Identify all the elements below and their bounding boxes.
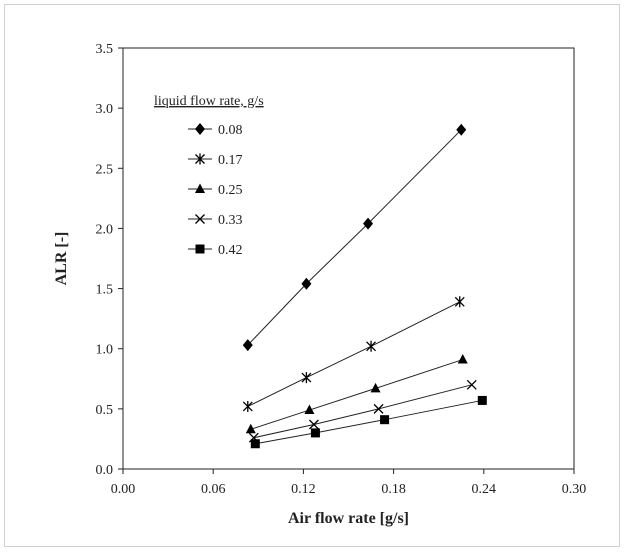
y-tick-label: 2.5 — [96, 162, 114, 177]
chart-frame — [4, 4, 620, 547]
x-tick-label: 0.24 — [472, 482, 497, 497]
data-point-asterisk — [454, 296, 465, 308]
series-line-0-17 — [247, 301, 460, 407]
data-point-cross — [308, 419, 319, 430]
data-point-square — [250, 439, 260, 449]
data-point-cross — [466, 379, 477, 390]
data-point-triangle — [457, 354, 468, 364]
legend-label: 0.17 — [218, 153, 243, 168]
legend-label: 0.33 — [218, 213, 243, 228]
data-point-asterisk — [242, 400, 253, 412]
y-tick-label: 1.0 — [96, 343, 114, 358]
y-axis-title: ALR [-] — [53, 232, 70, 286]
data-point-diamond — [456, 123, 467, 136]
legend-label: 0.42 — [218, 243, 243, 258]
data-point-cross — [373, 403, 384, 414]
legend-marker-asterisk — [195, 153, 205, 165]
legend-marker-triangle — [195, 183, 205, 193]
legend-marker-diamond — [195, 123, 205, 135]
legend-marker-cross — [195, 214, 205, 224]
series-line-0-33 — [253, 384, 472, 439]
data-point-triangle — [304, 404, 315, 415]
legend-title: liquid flow rate, g/s — [154, 94, 264, 109]
data-point-triangle — [245, 423, 256, 434]
x-tick-label: 0.06 — [201, 482, 226, 497]
y-tick-label: 2.0 — [96, 222, 114, 237]
x-tick-label: 0.00 — [111, 482, 136, 497]
data-point-diamond — [363, 217, 374, 230]
data-point-asterisk — [366, 340, 377, 352]
data-point-asterisk — [301, 372, 312, 384]
data-point-square — [477, 395, 487, 405]
y-tick-label: 0.5 — [96, 403, 114, 418]
legend-label: 0.25 — [218, 183, 243, 198]
x-axis-title: Air flow rate [g/s] — [288, 510, 409, 527]
data-point-diamond — [242, 339, 253, 352]
plot-area — [122, 47, 575, 470]
x-tick-label: 0.12 — [291, 482, 316, 497]
series-line-0-08 — [247, 129, 462, 346]
data-point-square — [310, 428, 320, 438]
series-line-0-42 — [255, 399, 483, 445]
data-point-triangle — [370, 382, 381, 393]
series-line-0-25 — [250, 359, 463, 430]
y-tick-label: 3.5 — [96, 42, 114, 57]
x-tick-label: 0.18 — [381, 482, 406, 497]
x-tick-label: 0.30 — [562, 482, 587, 497]
data-point-diamond — [301, 277, 312, 290]
y-tick-label: 0.0 — [96, 463, 114, 478]
legend-label: 0.08 — [218, 123, 243, 138]
legend-marker-square — [195, 244, 205, 254]
y-tick-label: 1.5 — [96, 283, 114, 298]
data-point-square — [380, 415, 390, 425]
y-tick-label: 3.0 — [96, 102, 114, 117]
